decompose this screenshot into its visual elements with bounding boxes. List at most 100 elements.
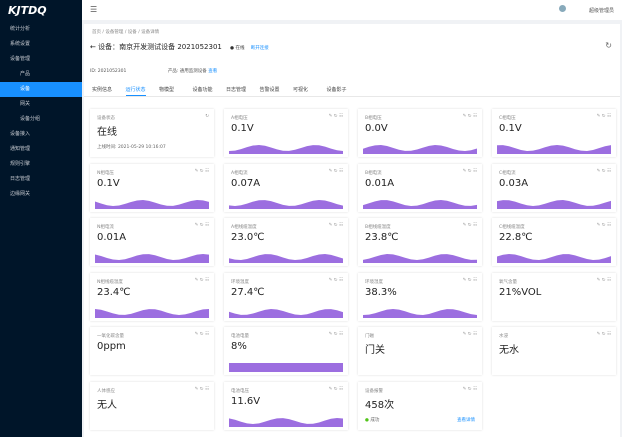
status: ● 在线 bbox=[230, 46, 245, 51]
card-actions[interactable]: ✎ ↻ ☷ bbox=[328, 114, 343, 119]
sidebar: KJTDQ 统计分析 系统设置 设备管理 产品 设备 网关 设备分组 设备接入 通知管理 规则引擎… bbox=[0, 0, 82, 437]
tab[interactable]: 设备功能 bbox=[192, 87, 213, 93]
card-actions[interactable]: ✎ ↻ ☷ bbox=[596, 114, 611, 119]
menu-item[interactable]: 设备接入 bbox=[10, 131, 31, 137]
tab[interactable]: 告警设置 bbox=[259, 87, 280, 93]
tab[interactable]: 可视化 bbox=[293, 87, 309, 93]
refresh[interactable]: ↻ bbox=[605, 41, 612, 50]
card-actions[interactable]: ✎ ↻ ☷ bbox=[462, 223, 477, 228]
status-card: N相线缆温度 23.4℃ ✎ ↻ ☷ bbox=[90, 272, 214, 321]
content: 首页 / 设备管理 / 设备 / 设备详情 ← 设备：南京开发测试设备 2021… bbox=[84, 24, 620, 437]
sparkline bbox=[497, 254, 611, 263]
card-actions[interactable]: ✎ ↻ ☷ bbox=[462, 277, 477, 283]
breadcrumb-item: 设备详情 bbox=[141, 30, 160, 35]
card-value: 0ppm bbox=[97, 341, 126, 352]
card-actions[interactable]: ✎ ↻ ☷ bbox=[328, 223, 343, 228]
card-actions[interactable]: ✎ ↻ ☷ bbox=[596, 277, 611, 283]
card-actions[interactable]: ✎ ↻ ☷ bbox=[596, 168, 611, 174]
card-value: 27.4℃ bbox=[231, 286, 265, 298]
card-actions[interactable]: ✎ ↻ ☷ bbox=[328, 332, 343, 337]
submenu-item[interactable]: 网关 bbox=[20, 101, 31, 107]
device-meta: ID: 2021052301 产品: 通用监测设备 查看 bbox=[90, 68, 217, 74]
card-actions[interactable]: ✎ ↻ ☷ bbox=[596, 223, 611, 228]
status-card: C相电流 0.03A ✎ ↻ ☷ bbox=[492, 163, 616, 212]
menu-item[interactable]: 规则引擎 bbox=[10, 161, 31, 167]
status-card: A相电流 0.07A ✎ ↻ ☷ bbox=[224, 163, 348, 212]
card-label: A相电流 bbox=[231, 170, 248, 176]
menu-item[interactable]: 通知管理 bbox=[10, 146, 31, 152]
card-actions[interactable]: ✎ ↻ ☷ bbox=[194, 223, 209, 228]
disconnect[interactable]: 断开连接 bbox=[250, 46, 269, 51]
card-extra: 上线时间: 2021-05-29 10:16:07 bbox=[97, 144, 166, 150]
card-actions[interactable]: ✎ ↻ ☷ bbox=[194, 386, 209, 392]
status-card: 设备报警 458次 ✎ ↻ ☷ ● 成功 查看详情 bbox=[358, 381, 482, 430]
sparkline bbox=[497, 199, 611, 209]
card-actions[interactable]: ✎ ↻ ☷ bbox=[596, 332, 611, 337]
status-text: 在线 bbox=[235, 46, 245, 51]
tab[interactable]: 设备影子 bbox=[326, 87, 347, 93]
card-actions[interactable]: ✎ ↻ ☷ bbox=[328, 386, 343, 392]
breadcrumb-item[interactable]: 首页 bbox=[92, 30, 101, 35]
breadcrumb-item[interactable]: 设备 bbox=[127, 30, 137, 35]
status-card: 设备状态 在线 ↻ 上线时间: 2021-05-29 10:16:07 bbox=[90, 109, 214, 157]
card-label: 环境湿度 bbox=[365, 279, 383, 285]
sparkline-shape bbox=[363, 145, 477, 154]
back[interactable]: ← bbox=[90, 43, 96, 51]
status-card: 门磁 门关 ✎ ↻ ☷ bbox=[358, 327, 482, 375]
card-actions[interactable]: ✎ ↻ ☷ bbox=[462, 114, 477, 119]
card-label: 电池电量 bbox=[231, 334, 249, 339]
sparkline bbox=[229, 145, 343, 154]
status-card: 一氧化碳含量 0ppm ✎ ↻ ☷ bbox=[90, 327, 214, 375]
sparkline-shape bbox=[229, 417, 343, 427]
card-label: 氧气含量 bbox=[499, 279, 517, 285]
card-actions[interactable]: ✎ ↻ ☷ bbox=[194, 168, 209, 174]
submenu-item[interactable]: 设备分组 bbox=[20, 116, 41, 122]
breadcrumb-item[interactable]: 设备管理 bbox=[105, 30, 124, 35]
submenu-item[interactable]: 设备 bbox=[0, 82, 82, 97]
menu-toggle[interactable]: ☰ bbox=[90, 5, 98, 14]
menu-item[interactable]: 设备管理 bbox=[10, 56, 31, 62]
menu-item[interactable]: 边缘网关 bbox=[10, 191, 31, 197]
menu-item[interactable]: 日志管理 bbox=[10, 176, 31, 182]
breadcrumb: 首页 / 设备管理 / 设备 / 设备详情 bbox=[92, 29, 159, 35]
separator: / bbox=[136, 30, 142, 35]
tab[interactable]: 运行状态 bbox=[125, 86, 146, 96]
tab[interactable]: 日志管理 bbox=[226, 87, 247, 93]
sparkline bbox=[229, 417, 343, 427]
sparkline bbox=[363, 199, 477, 209]
card-actions[interactable]: ✎ ↻ ☷ bbox=[462, 332, 477, 337]
card-label: A相线缆温度 bbox=[231, 225, 257, 230]
status-card: A相线缆温度 23.0℃ ✎ ↻ ☷ bbox=[224, 218, 348, 266]
card-label: 设备状态 bbox=[97, 116, 115, 121]
card-actions[interactable]: ✎ ↻ ☷ bbox=[328, 277, 343, 283]
menu-item[interactable]: 统计分析 bbox=[10, 26, 31, 32]
card-label: A相电压 bbox=[231, 116, 248, 121]
submenu-item[interactable]: 产品 bbox=[20, 71, 31, 77]
sparkline-shape bbox=[229, 145, 343, 154]
card-actions[interactable]: ✎ ↻ ☷ bbox=[462, 386, 477, 392]
device-title: 设备：南京开发测试设备 2021052301 bbox=[98, 43, 222, 51]
card-value: 8% bbox=[231, 341, 247, 352]
card-actions[interactable]: ↻ bbox=[205, 114, 209, 119]
card-actions[interactable]: ✎ ↻ ☷ bbox=[462, 168, 477, 174]
card-link[interactable]: 查看详情 bbox=[457, 417, 475, 423]
tab[interactable]: 物模型 bbox=[159, 87, 175, 93]
card-actions[interactable]: ✎ ↻ ☷ bbox=[194, 277, 209, 283]
card-value: 无人 bbox=[97, 399, 117, 411]
sparkline-shape bbox=[497, 199, 611, 209]
user-name[interactable]: 超级管理员 bbox=[588, 8, 614, 14]
menu-item[interactable]: 系统设置 bbox=[10, 41, 31, 47]
card-actions[interactable]: ✎ ↻ ☷ bbox=[328, 168, 343, 174]
card-actions[interactable]: ✎ ↻ ☷ bbox=[194, 332, 209, 337]
sparkline-shape bbox=[229, 308, 343, 318]
card-value: 21%VOL bbox=[499, 286, 542, 298]
sparkline bbox=[95, 308, 209, 318]
sparkline bbox=[229, 308, 343, 318]
card-value: 0.03A bbox=[499, 177, 529, 189]
sparkline-shape bbox=[497, 254, 611, 263]
product: 通用监测设备 bbox=[179, 69, 207, 74]
card-value: 无水 bbox=[499, 345, 519, 356]
product-link[interactable]: 查看 bbox=[208, 69, 218, 74]
sparkline bbox=[497, 145, 611, 154]
tab[interactable]: 实例信息 bbox=[92, 87, 113, 93]
